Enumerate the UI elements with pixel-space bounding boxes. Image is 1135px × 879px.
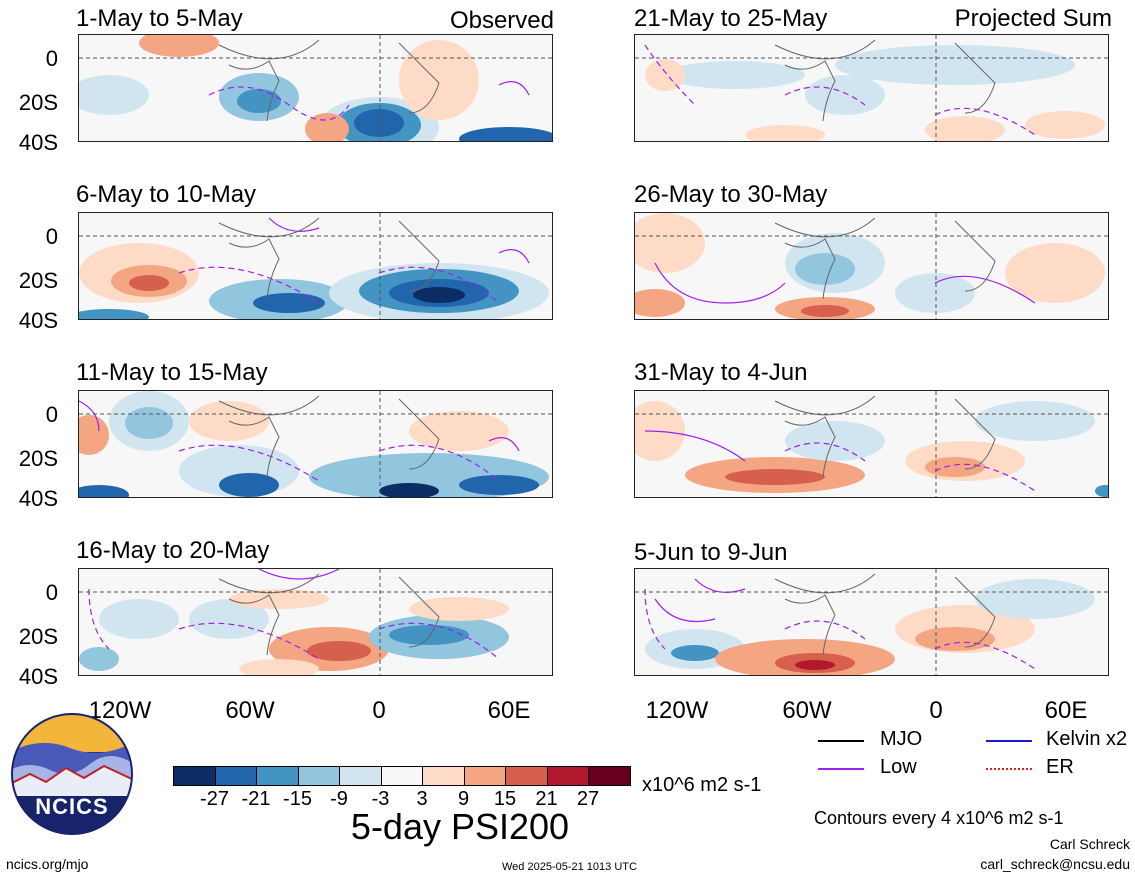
panel-tag: Observed: [449, 7, 554, 34]
panel-title: 1-May to 5-May: [76, 5, 243, 32]
colorbar-tick-label: -9: [330, 788, 348, 810]
lat-label: 20S: [18, 268, 58, 293]
kelvin-legend-label: Kelvin x2: [1046, 728, 1128, 750]
kelvin-legend-line: [986, 740, 1032, 742]
colorbar-tick-label: 27: [576, 788, 600, 810]
colorbar-tick-label: -21: [241, 788, 271, 810]
colorbar-swatch: [588, 766, 631, 786]
lat-label: 20S: [18, 624, 58, 649]
colorbar-swatch: [505, 766, 548, 786]
author: Carl Schreck: [1049, 836, 1130, 852]
lon-label: 0: [929, 697, 943, 724]
map-panel: [634, 212, 1109, 320]
lat-label: 0: [45, 224, 58, 249]
lat-label: 0: [45, 402, 58, 427]
map-panel: [634, 34, 1109, 142]
panel-title: 11-May to 15-May: [76, 359, 268, 386]
colorbar-swatch: [173, 766, 216, 786]
lat-label: 20S: [18, 90, 58, 115]
colorbar-swatch: [339, 766, 382, 786]
source-url: ncics.org/mjo: [6, 856, 89, 872]
er-legend-label: ER: [1046, 756, 1074, 778]
lat-label: 40S: [18, 664, 58, 689]
panel-title: 16-May to 20-May: [76, 537, 270, 564]
colorbar-tick-label: 21: [535, 788, 558, 810]
lon-label: 60W: [782, 697, 832, 724]
timestamp: Wed 2025-05-21 1013 UTC: [502, 861, 637, 873]
colorbar-swatch: [546, 766, 589, 786]
colorbar-swatch: [256, 766, 299, 786]
colorbar-swatch: [422, 766, 465, 786]
colorbar-tick-label: -3: [371, 788, 390, 810]
colorbar-tick-label: -27: [200, 788, 229, 810]
lat-label: 0: [45, 580, 58, 605]
colorbar-swatch: [463, 766, 506, 786]
colorbar-tick-label: 15: [493, 788, 517, 810]
author-email: carl_schreck@ncsu.edu: [980, 856, 1130, 872]
low-legend-label: Low: [880, 756, 917, 778]
low-legend-line: [818, 768, 864, 770]
plot-title: 5-day PSI200: [350, 806, 570, 847]
lat-label: 40S: [18, 130, 58, 155]
mjo-legend-label: MJO: [880, 728, 923, 750]
lon-label: 120W: [645, 697, 709, 724]
panel-title: 21-May to 25-May: [634, 5, 828, 32]
lat-label: 40S: [18, 486, 58, 511]
lon-label: 60W: [225, 697, 275, 724]
map-panel: [78, 34, 553, 142]
lat-label: 20S: [18, 446, 58, 471]
panel-title: 5-Jun to 9-Jun: [634, 539, 788, 566]
lon-label: 60E: [1044, 697, 1088, 724]
map-panel: [78, 390, 553, 498]
colorbar-swatch: [214, 766, 257, 786]
contours-note: Contours every 4 x10^6 m2 s-1: [814, 808, 1064, 828]
map-panel: [78, 568, 553, 676]
colorbar-tick-label: 3: [416, 788, 428, 810]
er-legend-line: [986, 768, 1032, 770]
panel-title: 26-May to 30-May: [634, 181, 828, 208]
ncics-logo: NCICS: [10, 712, 134, 836]
colorbar-units: x10^6 m2 s-1: [642, 774, 762, 796]
map-panel: [634, 568, 1109, 676]
colorbar-tick-label: -15: [283, 788, 312, 810]
lon-label: 60E: [487, 697, 531, 724]
panel-tag: Projected Sum: [954, 5, 1112, 32]
lon-label: 0: [372, 697, 386, 724]
logo-text: NCICS: [35, 794, 109, 819]
panel-title: 31-May to 4-Jun: [634, 359, 808, 386]
map-panel: [78, 212, 553, 320]
lat-label: 0: [45, 46, 58, 71]
lat-label: 40S: [18, 308, 58, 333]
colorbar-tick-label: 9: [457, 788, 470, 810]
map-panel: [634, 390, 1109, 498]
mjo-legend-line: [818, 740, 864, 742]
colorbar-swatch: [297, 766, 340, 786]
panel-title: 6-May to 10-May: [76, 181, 257, 208]
colorbar-swatch: [380, 766, 423, 786]
